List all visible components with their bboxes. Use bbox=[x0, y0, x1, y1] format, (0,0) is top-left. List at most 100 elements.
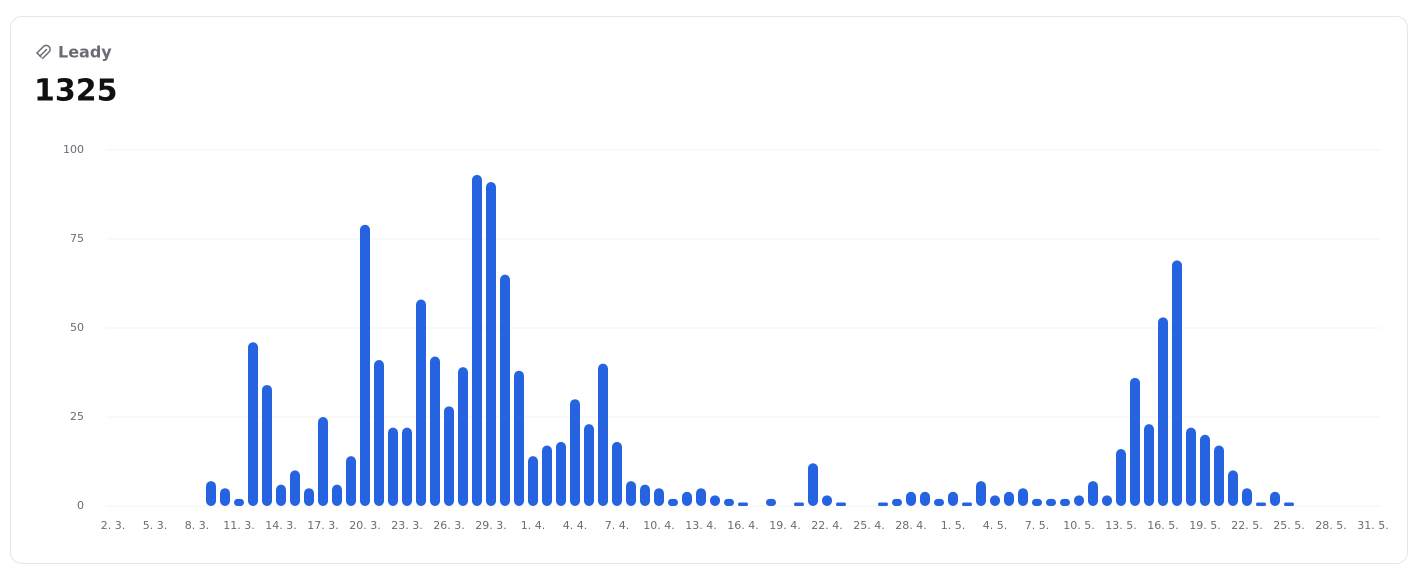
bar bbox=[290, 470, 300, 506]
bar bbox=[794, 502, 804, 506]
bar bbox=[934, 498, 944, 506]
chart-title: Leady bbox=[58, 43, 112, 62]
bar bbox=[878, 502, 888, 506]
bar bbox=[976, 481, 986, 506]
x-tick-label: 28. 5. bbox=[1315, 519, 1347, 532]
y-tick-label: 25 bbox=[70, 410, 84, 423]
bar bbox=[416, 299, 426, 506]
bar bbox=[808, 463, 818, 506]
bar bbox=[1102, 495, 1112, 506]
bar bbox=[962, 502, 972, 506]
total-value: 1325 bbox=[34, 74, 118, 109]
y-tick-label: 50 bbox=[70, 321, 84, 334]
bar bbox=[1200, 434, 1210, 506]
bar bbox=[668, 498, 678, 506]
bar bbox=[1130, 377, 1140, 506]
bar bbox=[1032, 498, 1042, 506]
leads-icon bbox=[36, 44, 51, 60]
bar bbox=[570, 399, 580, 506]
x-tick-label: 7. 5. bbox=[1025, 519, 1050, 532]
bar bbox=[486, 182, 496, 507]
bar bbox=[724, 498, 734, 506]
x-tick-label: 13. 5. bbox=[1105, 519, 1137, 532]
bar bbox=[1046, 498, 1056, 506]
bar bbox=[920, 491, 930, 506]
bar bbox=[248, 342, 258, 506]
bar bbox=[822, 495, 832, 506]
bar bbox=[1172, 260, 1182, 506]
bar bbox=[1214, 445, 1224, 506]
x-tick-label: 10. 5. bbox=[1063, 519, 1095, 532]
bar bbox=[444, 406, 454, 506]
x-tick-label: 28. 4. bbox=[895, 519, 927, 532]
bar bbox=[528, 456, 538, 506]
y-tick-label: 100 bbox=[63, 143, 84, 156]
x-tick-label: 26. 3. bbox=[433, 519, 465, 532]
x-tick-label: 16. 5. bbox=[1147, 519, 1179, 532]
bar bbox=[542, 445, 552, 506]
x-tick-label: 10. 4. bbox=[643, 519, 675, 532]
x-tick-label: 11. 3. bbox=[223, 519, 255, 532]
bar bbox=[360, 224, 370, 506]
bar bbox=[430, 356, 440, 506]
x-tick-label: 19. 5. bbox=[1189, 519, 1221, 532]
bar bbox=[318, 417, 328, 506]
bar bbox=[402, 427, 412, 506]
bar bbox=[1242, 488, 1252, 506]
bar bbox=[304, 488, 314, 506]
bar bbox=[1018, 488, 1028, 506]
bar bbox=[262, 384, 272, 506]
bar bbox=[766, 498, 776, 506]
bar bbox=[906, 491, 916, 506]
bar bbox=[948, 491, 958, 506]
bar bbox=[1144, 424, 1154, 506]
bar bbox=[696, 488, 706, 506]
bar bbox=[1158, 317, 1168, 506]
bar bbox=[346, 456, 356, 506]
x-tick-label: 5. 3. bbox=[143, 519, 168, 532]
bar bbox=[1270, 491, 1280, 506]
x-tick-label: 22. 5. bbox=[1231, 519, 1263, 532]
x-tick-label: 17. 3. bbox=[307, 519, 339, 532]
bar bbox=[1284, 502, 1294, 506]
y-tick-label: 75 bbox=[70, 232, 84, 245]
bar bbox=[1186, 427, 1196, 506]
bar bbox=[1228, 470, 1238, 506]
bar bbox=[374, 360, 384, 506]
x-tick-label: 25. 5. bbox=[1273, 519, 1305, 532]
x-tick-label: 2. 3. bbox=[101, 519, 126, 532]
x-tick-label: 20. 3. bbox=[349, 519, 381, 532]
bar bbox=[1256, 502, 1266, 506]
x-tick-label: 19. 4. bbox=[769, 519, 801, 532]
bar bbox=[892, 498, 902, 506]
bar bbox=[626, 481, 636, 506]
bar bbox=[220, 488, 230, 506]
bar bbox=[388, 427, 398, 506]
bar bbox=[472, 174, 482, 507]
x-tick-label: 14. 3. bbox=[265, 519, 297, 532]
bar bbox=[1116, 449, 1126, 506]
bar bbox=[206, 481, 216, 506]
x-tick-label: 7. 4. bbox=[605, 519, 630, 532]
x-tick-label: 1. 5. bbox=[941, 519, 966, 532]
x-tick-label: 4. 5. bbox=[983, 519, 1008, 532]
x-tick-label: 29. 3. bbox=[475, 519, 507, 532]
bar bbox=[682, 491, 692, 506]
bar bbox=[584, 424, 594, 506]
x-tick-label: 31. 5. bbox=[1357, 519, 1389, 532]
bar bbox=[556, 441, 566, 506]
bar bbox=[710, 495, 720, 506]
bar bbox=[654, 488, 664, 506]
x-tick-label: 22. 4. bbox=[811, 519, 843, 532]
bar bbox=[612, 441, 622, 506]
bar bbox=[990, 495, 1000, 506]
x-tick-label: 16. 4. bbox=[727, 519, 759, 532]
bar bbox=[1004, 491, 1014, 506]
x-tick-label: 4. 4. bbox=[563, 519, 588, 532]
x-tick-label: 13. 4. bbox=[685, 519, 717, 532]
y-tick-label: 0 bbox=[77, 499, 84, 512]
bar bbox=[332, 484, 342, 506]
x-tick-label: 23. 3. bbox=[391, 519, 423, 532]
